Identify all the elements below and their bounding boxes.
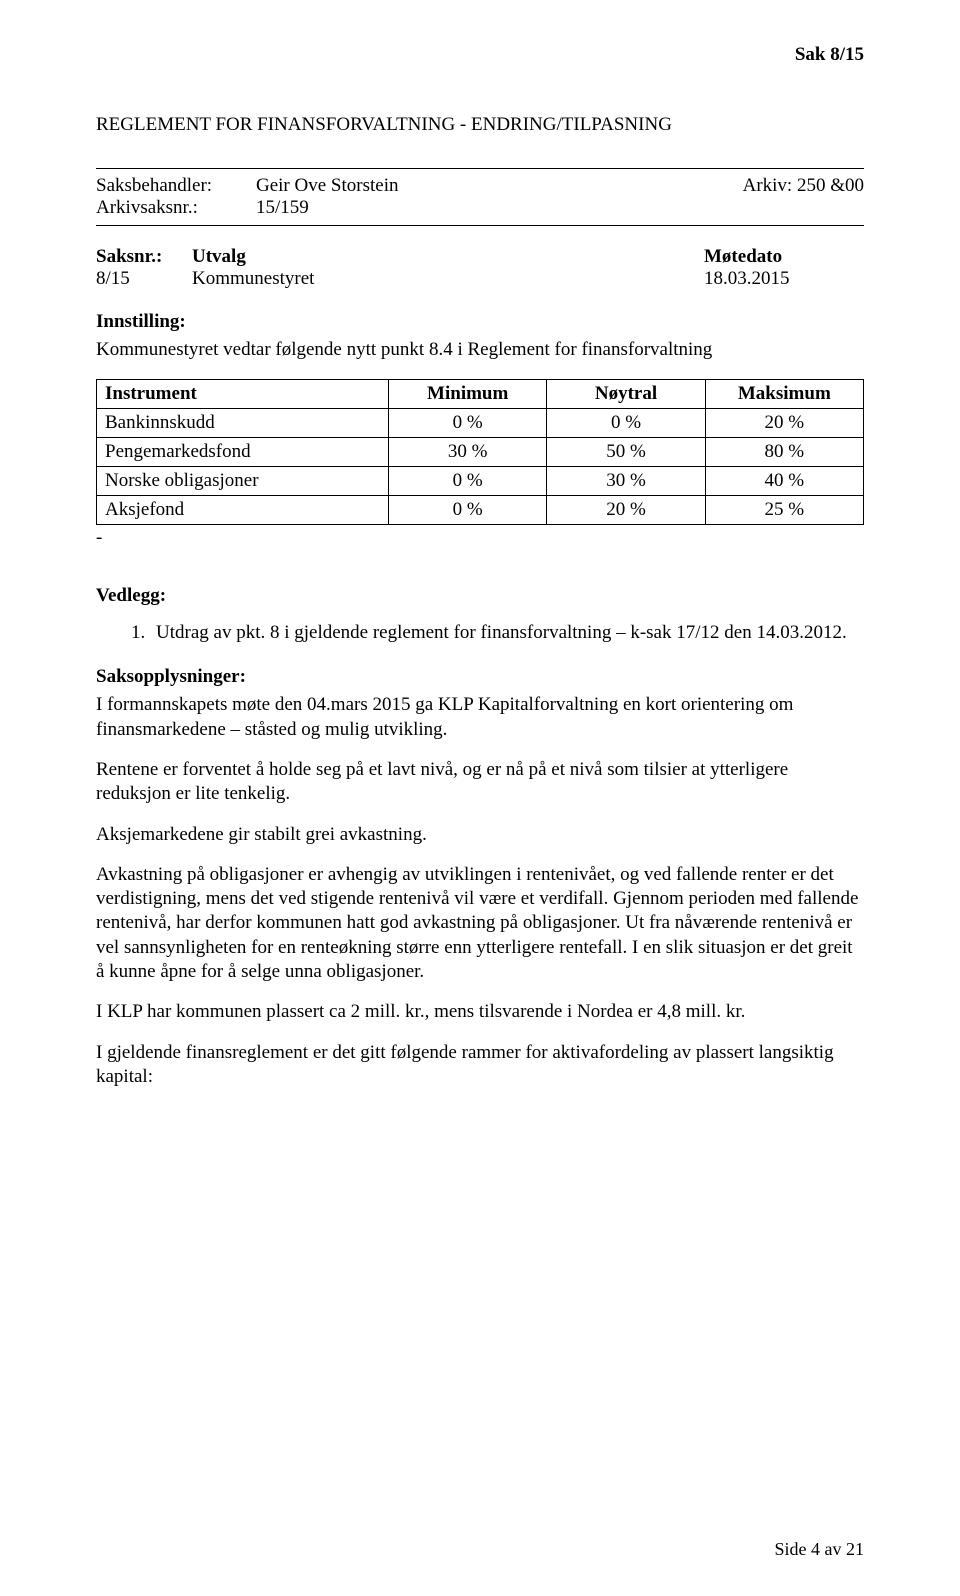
saksopplysninger-heading: Saksopplysninger:: [96, 666, 246, 687]
cell-instrument: Pengemarkedsfond: [97, 437, 389, 466]
body-paragraph: I gjeldende finansreglement er det gitt …: [96, 1041, 864, 1090]
arkivsaksnr-value: 15/159: [256, 197, 864, 219]
sak-header: Sak 8/15: [96, 44, 864, 66]
cell-min: 0 %: [389, 495, 547, 524]
cell-noy: 30 %: [547, 466, 705, 495]
meta-block: Saksbehandler: Geir Ove Storstein Arkiv:…: [96, 168, 864, 226]
saksbehandler-label: Saksbehandler:: [96, 175, 256, 197]
cell-max: 20 %: [705, 408, 863, 437]
document-page: Sak 8/15 REGLEMENT FOR FINANSFORVALTNING…: [0, 0, 960, 1596]
cell-noy: 20 %: [547, 495, 705, 524]
utvalg-header-utvalg: Utvalg: [192, 246, 704, 268]
utvalg-block: Saksnr.: Utvalg Møtedato 8/15 Kommunesty…: [96, 246, 864, 290]
cell-noy: 50 %: [547, 437, 705, 466]
utvalg-row-saksnr: 8/15: [96, 268, 192, 290]
utvalg-header-saksnr: Saksnr.:: [96, 246, 192, 268]
dash-line: -: [96, 527, 864, 549]
innstilling-text: Kommunestyret vedtar følgende nytt punkt…: [96, 338, 864, 362]
utvalg-row-utvalg: Kommunestyret: [192, 268, 704, 290]
cell-instrument: Bankinnskudd: [97, 408, 389, 437]
table-row: Pengemarkedsfond 30 % 50 % 80 %: [97, 437, 864, 466]
cell-instrument: Aksjefond: [97, 495, 389, 524]
cell-min: 0 %: [389, 466, 547, 495]
body-paragraph: I formannskapets møte den 04.mars 2015 g…: [96, 693, 864, 742]
cell-min: 30 %: [389, 437, 547, 466]
cell-noy: 0 %: [547, 408, 705, 437]
th-noytral: Nøytral: [547, 379, 705, 408]
table-row: Bankinnskudd 0 % 0 % 20 %: [97, 408, 864, 437]
th-instrument: Instrument: [97, 379, 389, 408]
cell-max: 25 %: [705, 495, 863, 524]
innstilling-heading: Innstilling:: [96, 311, 186, 332]
saksbehandler-value: Geir Ove Storstein: [256, 175, 743, 197]
body-paragraph: Aksjemarkedene gir stabilt grei avkastni…: [96, 823, 864, 847]
cell-min: 0 %: [389, 408, 547, 437]
body-paragraph: Avkastning på obligasjoner er avhengig a…: [96, 863, 864, 985]
th-minimum: Minimum: [389, 379, 547, 408]
th-maksimum: Maksimum: [705, 379, 863, 408]
instrument-table: Instrument Minimum Nøytral Maksimum Bank…: [96, 379, 864, 525]
table-row: Aksjefond 0 % 20 % 25 %: [97, 495, 864, 524]
arkiv-label: Arkiv: 250 &00: [743, 175, 864, 197]
document-title: REGLEMENT FOR FINANSFORVALTNING - ENDRIN…: [96, 114, 864, 136]
vedlegg-item: Utdrag av pkt. 8 i gjeldende reglement f…: [150, 621, 864, 645]
utvalg-header-motedato: Møtedato: [704, 246, 864, 268]
cell-max: 80 %: [705, 437, 863, 466]
cell-max: 40 %: [705, 466, 863, 495]
arkivsaksnr-label: Arkivsaksnr.:: [96, 197, 256, 219]
table-row: Norske obligasjoner 0 % 30 % 40 %: [97, 466, 864, 495]
cell-instrument: Norske obligasjoner: [97, 466, 389, 495]
vedlegg-list: Utdrag av pkt. 8 i gjeldende reglement f…: [96, 621, 864, 645]
vedlegg-heading: Vedlegg:: [96, 585, 864, 607]
body-paragraph: Rentene er forventet å holde seg på et l…: [96, 758, 864, 807]
page-footer: Side 4 av 21: [775, 1539, 865, 1560]
body-paragraph: I KLP har kommunen plassert ca 2 mill. k…: [96, 1000, 864, 1024]
utvalg-row-motedato: 18.03.2015: [704, 268, 864, 290]
